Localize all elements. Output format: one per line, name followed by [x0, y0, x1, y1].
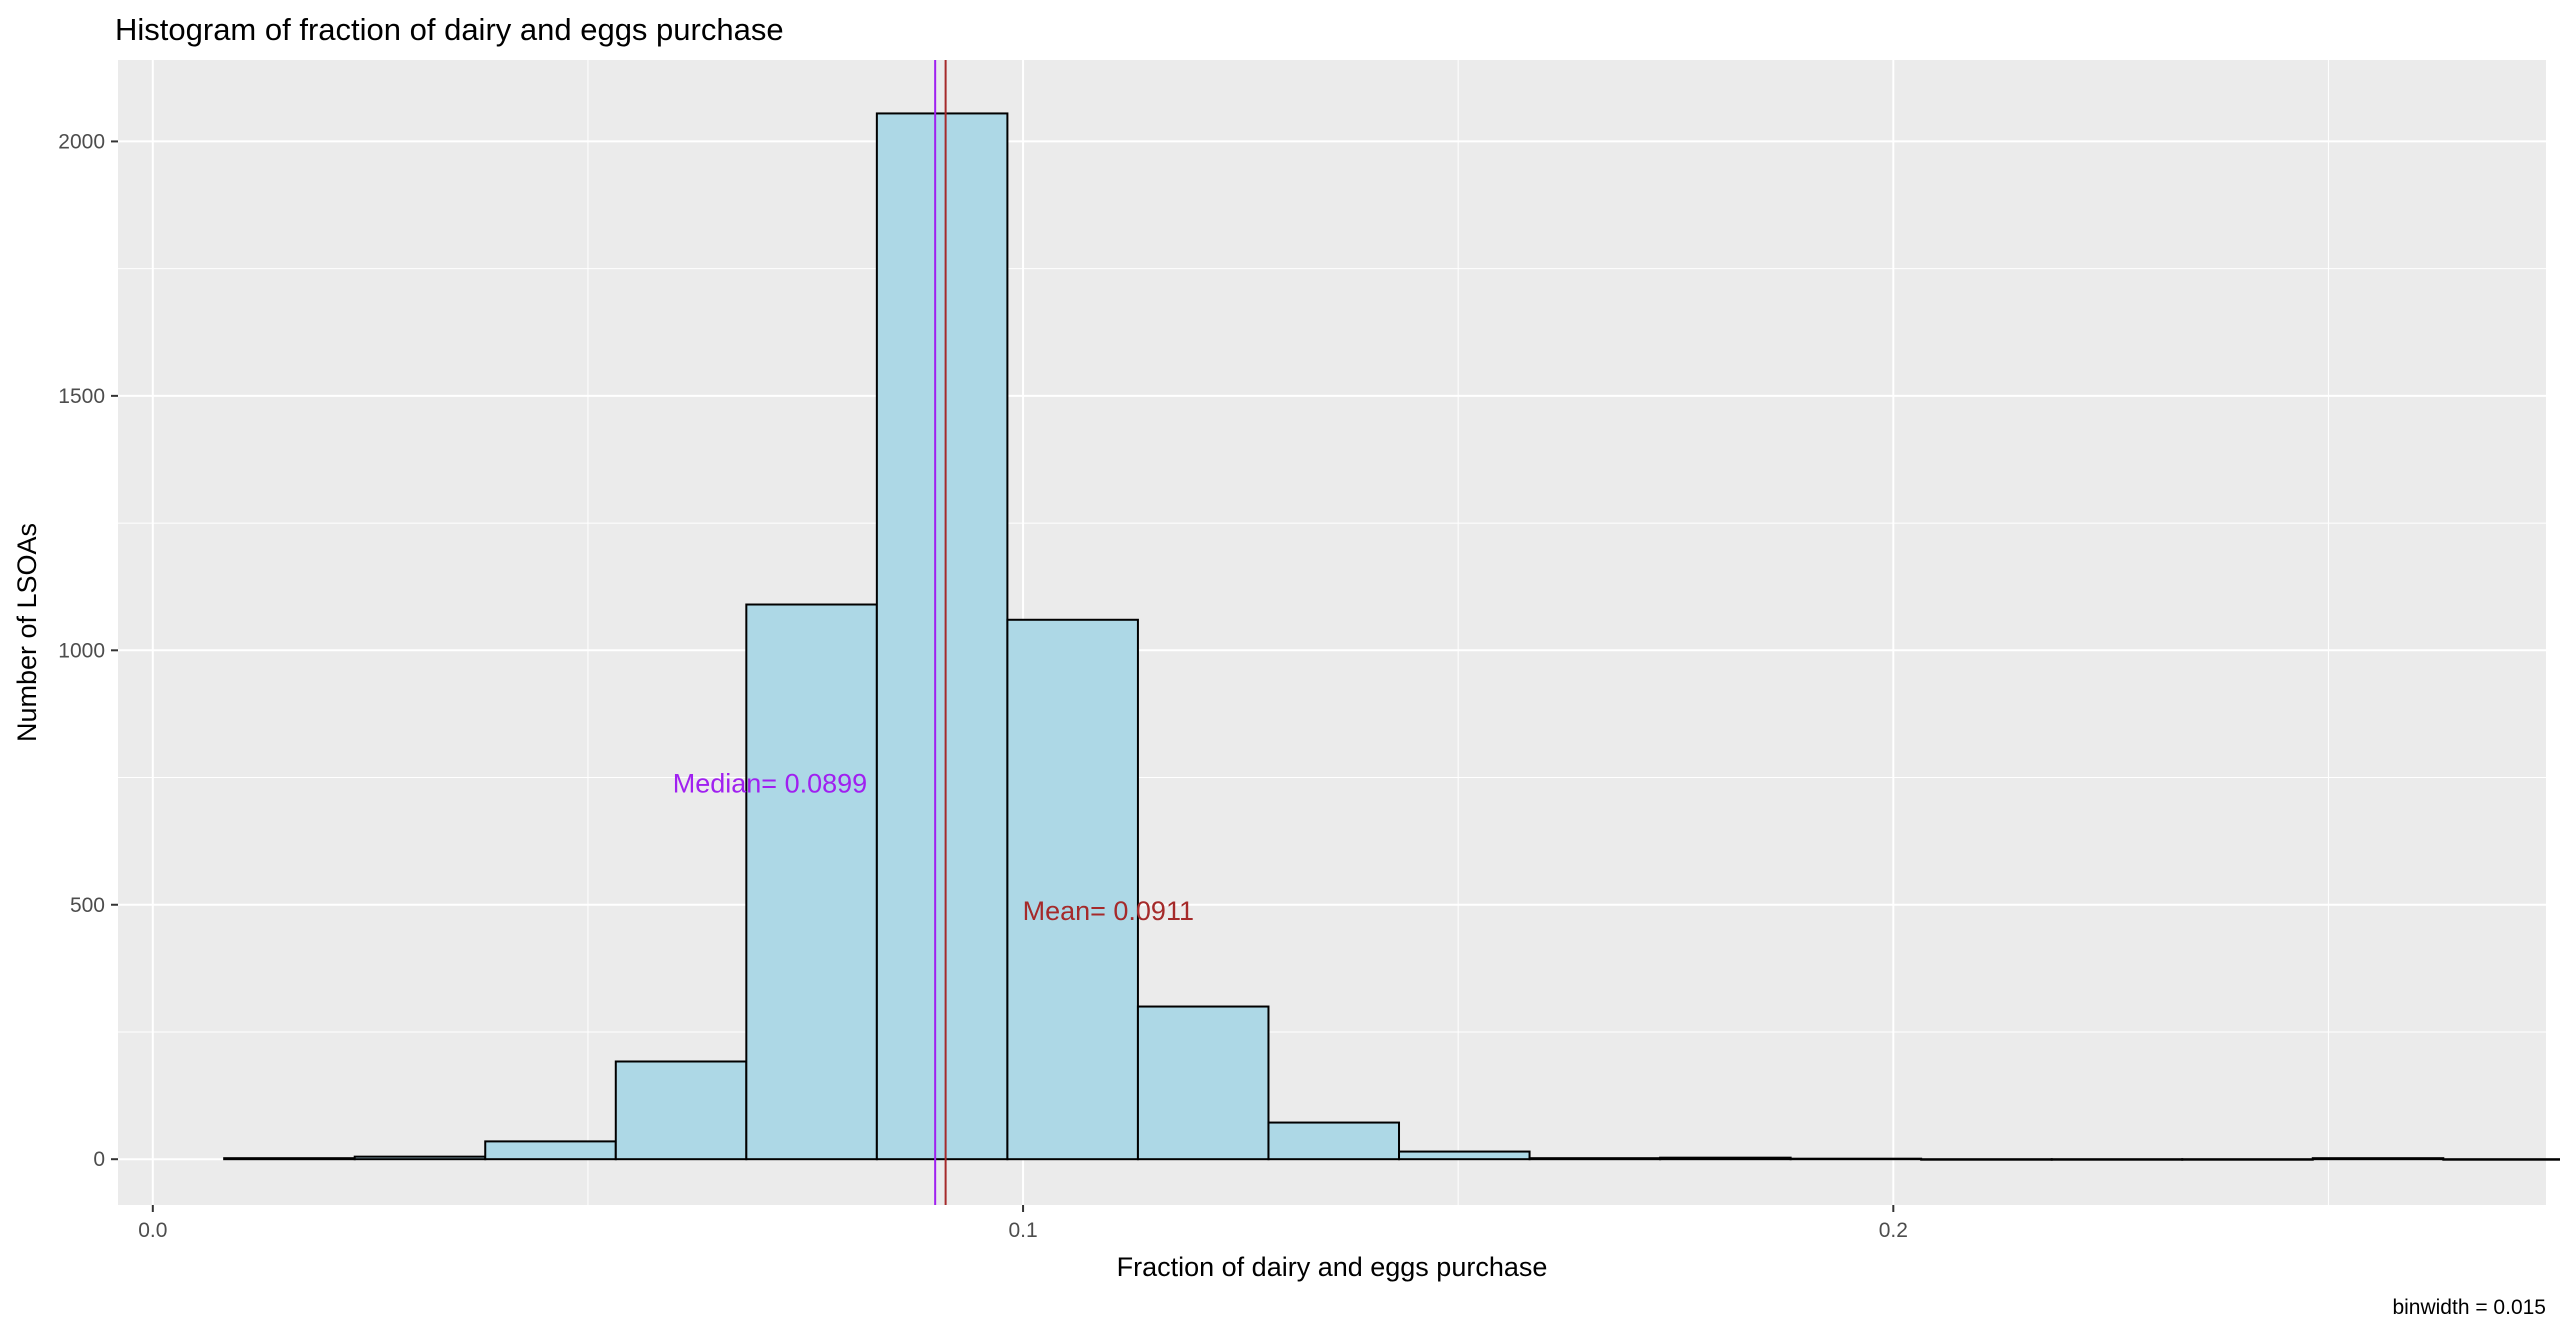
plot-panel [118, 60, 2546, 1205]
histogram-bar [1528, 1157, 1662, 1161]
histogram-bar [1920, 1158, 2053, 1161]
y-tick-label: 1000 [58, 639, 105, 662]
histogram-bar [614, 1060, 748, 1161]
histogram-bar [1136, 1005, 1270, 1161]
y-axis-title: Number of LSOAs [12, 523, 42, 742]
chart-caption: binwidth = 0.015 [2392, 1296, 2546, 1319]
median-label: Median= 0.0899 [673, 769, 867, 799]
histogram-bar [2442, 1158, 2560, 1161]
histogram-bar [2050, 1158, 2184, 1161]
y-tick-label: 500 [70, 894, 105, 917]
histogram-bar [2311, 1157, 2445, 1161]
minor-gridlines [118, 60, 2546, 1205]
histogram-bar [223, 1157, 356, 1161]
reference-lines [934, 60, 947, 1205]
histogram-bar [353, 1155, 487, 1161]
y-tick-label: 0 [93, 1148, 105, 1171]
histogram-bar [484, 1140, 617, 1161]
x-axis: 0.0 0.1 0.2 [138, 1205, 1908, 1242]
y-tick-label: 1500 [58, 385, 105, 408]
y-tick-label: 2000 [58, 130, 105, 153]
y-axis: 0 500 1000 1500 2000 [58, 130, 118, 1171]
x-tick-label: 0.1 [1008, 1219, 1037, 1242]
chart-title: Histogram of fraction of dairy and eggs … [115, 12, 784, 47]
x-tick-label: 0.0 [138, 1219, 167, 1242]
x-axis-title: Fraction of dairy and eggs purchase [1117, 1252, 1548, 1282]
histogram-bars [223, 112, 2560, 1161]
histogram-bar [1006, 618, 1139, 1161]
reference-annotations: Median= 0.0899 Mean= 0.0911 [673, 769, 1194, 926]
histogram-bar [2181, 1158, 2314, 1161]
mean-label: Mean= 0.0911 [1023, 896, 1194, 926]
histogram-bar [1398, 1150, 1531, 1161]
histogram-bar [745, 603, 878, 1161]
histogram-bar [1267, 1121, 1401, 1161]
histogram-bar [1659, 1156, 1792, 1161]
histogram-bar [1789, 1157, 1923, 1161]
histogram-bar [875, 112, 1009, 1161]
x-tick-label: 0.2 [1879, 1219, 1908, 1242]
